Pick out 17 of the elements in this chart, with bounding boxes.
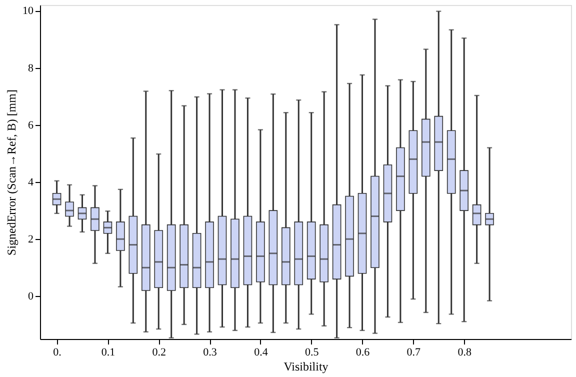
y-tick-label: 6	[28, 119, 34, 132]
y-axis-title: SignedError (Scan→Ref, B) [mm]	[4, 90, 18, 256]
x-tick-label: 0.1	[101, 346, 116, 358]
x-axis-title: Visibility	[284, 360, 328, 374]
y-tick-label: 2	[28, 234, 34, 246]
y-tick-label: 0	[28, 290, 34, 303]
y-tick-label: 10	[22, 5, 34, 18]
y-tick-label: 4	[28, 176, 34, 188]
x-tick-label: 0.	[53, 346, 62, 358]
x-tick-label: 0.3	[203, 346, 218, 358]
y-tick-label: 8	[28, 62, 34, 74]
x-tick-label: 0.7	[406, 346, 422, 358]
x-tick-label: 0.8	[458, 346, 472, 358]
x-tick-label: 0.5	[304, 346, 320, 358]
x-tick-label: 0.6	[356, 346, 370, 358]
x-tick-label: 0.2	[152, 346, 166, 358]
x-tick-label: 0.4	[254, 346, 268, 358]
